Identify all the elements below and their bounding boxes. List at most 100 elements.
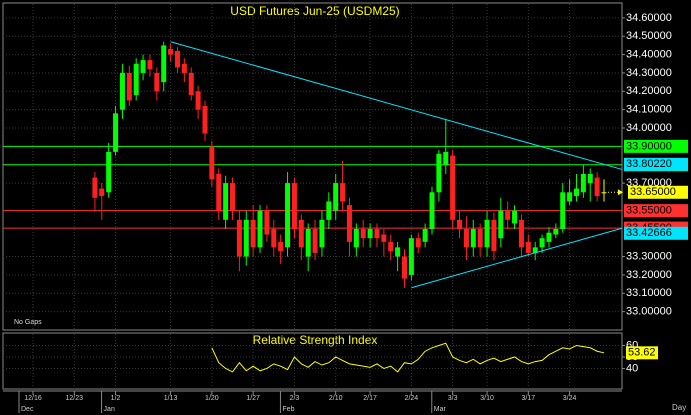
candle-body (587, 173, 593, 184)
candle-body (436, 153, 442, 193)
candle-body (174, 50, 180, 68)
month-label: Jan (104, 406, 115, 413)
candle-body (195, 91, 201, 110)
x-tick-label: 1/27 (246, 395, 260, 402)
candle-body (580, 173, 586, 193)
x-tick-label: 3/17 (522, 395, 536, 402)
candle-body (553, 229, 559, 235)
trendline (170, 41, 623, 170)
y-tick-label: 33.00000 (626, 306, 672, 318)
x-tick-label: 1/20 (205, 395, 219, 402)
candle-body (223, 183, 229, 220)
y-tick-label: 34.40000 (626, 48, 672, 60)
x-tick-label: 12/16 (24, 395, 42, 402)
candle-body (484, 219, 490, 248)
chart-title: USD Futures Jun-25 (USDM25) (230, 4, 399, 18)
candle-body (161, 45, 167, 83)
y-tick-label: 33.20000 (626, 269, 672, 281)
x-tick-label: 1/13 (164, 395, 178, 402)
candle-body (326, 201, 332, 220)
y-tick-label: 33.10000 (626, 287, 672, 299)
candle-body (119, 72, 125, 110)
candle-body (525, 241, 531, 253)
candle-body (532, 247, 538, 253)
candle-body (573, 188, 579, 196)
trendline (411, 227, 623, 289)
level-label: 33.90000 (626, 140, 672, 152)
candle-body (202, 105, 208, 134)
candle-body (443, 151, 449, 165)
rsi-line (211, 342, 605, 373)
candle-body (257, 210, 263, 248)
y-tick-label: 34.20000 (626, 85, 672, 97)
candle-body (278, 241, 284, 252)
candle-body (106, 151, 112, 193)
candle-body (147, 60, 153, 70)
x-tick-label: 2/17 (363, 395, 377, 402)
candle-body (408, 238, 414, 275)
candle-body (395, 247, 401, 257)
candle-body (99, 188, 105, 196)
candle-body (340, 183, 346, 202)
level-label-box (624, 139, 688, 153)
candle-body (319, 219, 325, 248)
candle-body (140, 60, 146, 73)
candle-body (450, 155, 456, 220)
candle-body (567, 192, 573, 202)
candle-body (285, 183, 291, 248)
candle-body (505, 210, 511, 220)
y-tick-label: 33.30000 (626, 250, 672, 262)
last-price-arrow (618, 189, 623, 196)
x-tick-label: 1/2 (111, 395, 121, 402)
rsi-label-box (626, 346, 658, 360)
y-tick-label: 34.60000 (626, 12, 672, 24)
candle-body (560, 192, 566, 230)
candle-body (209, 146, 215, 180)
trend-label-box (624, 226, 688, 240)
candle-body (457, 219, 463, 230)
x-tick-label: 3/24 (563, 395, 577, 402)
candle-body (539, 238, 545, 248)
trend-label-box (624, 157, 688, 171)
y-tick-label: 34.10000 (626, 104, 672, 116)
x-unit: Day (672, 403, 686, 412)
y-tick-label: 34.30000 (626, 67, 672, 79)
trend-label: 33.42666 (626, 227, 672, 239)
y-tick-label: 34.00000 (626, 122, 672, 134)
x-tick-label: 2/24 (405, 395, 419, 402)
x-tick-label: 12/23 (66, 395, 84, 402)
candle-body (346, 205, 352, 242)
candle-body (477, 229, 483, 248)
candle-body (498, 210, 504, 239)
candle-body (168, 49, 174, 55)
rsi-panel (2, 332, 623, 390)
candle-body (594, 177, 600, 196)
candle-body (230, 183, 236, 211)
candle-body (381, 234, 387, 242)
level-label: 33.55000 (626, 205, 672, 217)
candle-body (312, 229, 318, 253)
candle-body (491, 219, 497, 252)
candle-body (401, 256, 407, 279)
candle-body (92, 177, 98, 198)
candle-body (271, 229, 277, 248)
main-panel (2, 2, 623, 331)
candle-body (181, 63, 187, 73)
x-tick-label: 3/3 (448, 395, 458, 402)
y-tick-label: 34.50000 (626, 30, 672, 42)
level-label-box (624, 204, 688, 218)
y-tick-label: 40 (626, 362, 638, 374)
candle-body (250, 219, 256, 248)
candle-body (154, 72, 160, 92)
candle-body (470, 229, 476, 248)
candle-body (305, 229, 311, 257)
rsi-label: 53.62 (628, 347, 656, 359)
candle-body (264, 210, 270, 235)
candle-body (113, 113, 119, 152)
candle-body (422, 229, 428, 242)
last-label-box (628, 185, 688, 199)
candle-body (388, 241, 394, 252)
